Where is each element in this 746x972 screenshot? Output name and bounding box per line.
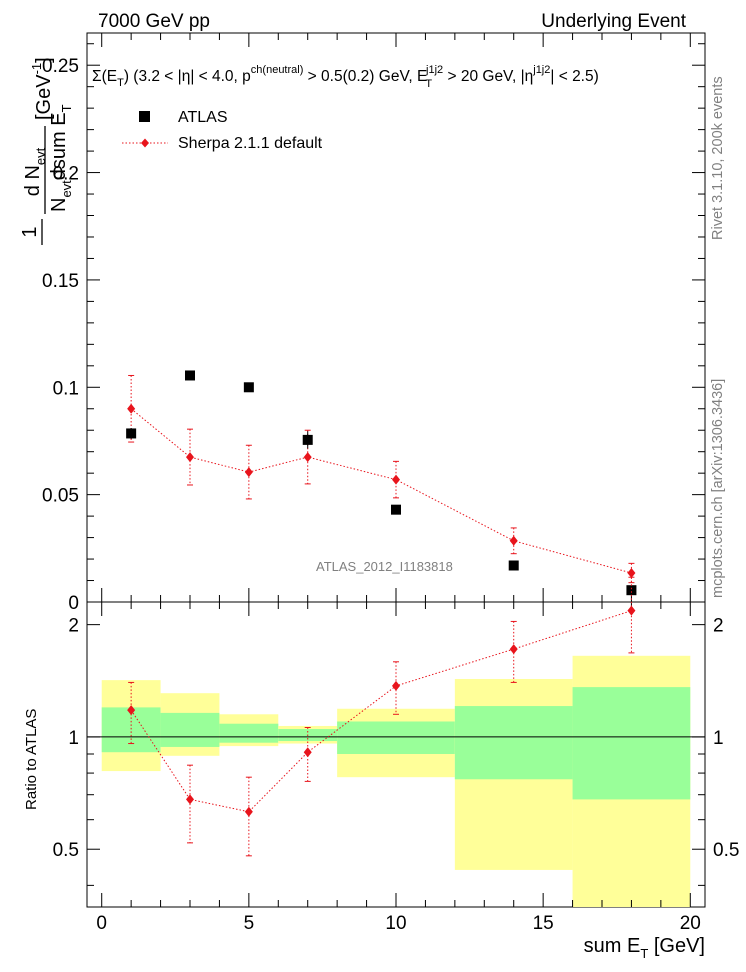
rivet-label: Rivet 3.1.10, 200k events [710, 76, 726, 240]
main-ytick-label: 0 [68, 593, 79, 614]
main-ylabel: 1 d Nevt Nevtdsum ET [GeV-1] [19, 57, 74, 245]
ratio-uncertainty-bands [87, 655, 705, 907]
atlas-point [508, 560, 519, 571]
sherpa-point [127, 403, 136, 414]
sherpa-point [186, 452, 194, 463]
legend-sherpa-label: Sherpa 2.1.1 default [178, 135, 323, 152]
ratio-ylabel: Ratio to ATLAS [23, 709, 40, 810]
xtick-label: 5 [244, 913, 255, 934]
ratio-ytick-label-right: 2 [713, 616, 724, 637]
xtick-label: 0 [96, 913, 107, 934]
legend-atlas-marker [139, 111, 150, 122]
header-right: Underlying Event [541, 11, 686, 32]
main-ytick-label: 0.1 [53, 378, 79, 399]
main-ytick-label: 0.05 [42, 486, 79, 507]
band-stat-6 [572, 687, 691, 800]
atlas-point [302, 434, 313, 445]
svg-text:Nevtdsum ET: Nevtdsum ET [48, 104, 74, 212]
atlas-point [391, 504, 401, 515]
main-ytick-label: 0.25 [42, 56, 79, 77]
sherpa-point [392, 474, 400, 485]
atlas-point [243, 382, 254, 393]
svg-text:[GeV-1]: [GeV-1] [29, 57, 55, 120]
atlas-point [126, 428, 137, 439]
sherpa-point [509, 535, 518, 546]
ratio-point [392, 680, 400, 691]
svg-text:1: 1 [19, 226, 41, 237]
band-stat-5 [454, 706, 573, 780]
plot-title: Σ(ET) (3.2 < |η| < 4.0, pch(neutral) > 0… [92, 64, 599, 90]
band-stat-4 [337, 721, 455, 754]
mcplots-label: mcplots.cern.ch [arXiv:1306.3436] [710, 379, 726, 598]
ratio-point [303, 747, 312, 758]
ratio-axis-ticks: 0.5 0.51 12 20 5 10 15 20 [53, 602, 739, 934]
sherpa-point [303, 452, 312, 463]
ratio-point [244, 806, 253, 817]
sherpa-point [244, 467, 253, 478]
ratio-ytick-label-left: 1 [68, 728, 79, 749]
analysis-id: ATLAS_2012_I1183818 [316, 559, 453, 574]
header-left: 7000 GeV pp [98, 11, 210, 32]
sherpa-line [130, 408, 632, 574]
ratio-point [127, 705, 136, 716]
atlas-point [185, 370, 195, 381]
ratio-ytick-label-left: 0.5 [53, 840, 79, 861]
main-ytick-label: 0.2 [53, 164, 79, 185]
xtick-label: 20 [680, 913, 701, 934]
ratio-ytick-label-left: 2 [68, 616, 79, 637]
sherpa-point [627, 568, 636, 579]
ratio-data-marks [127, 576, 636, 857]
xlabel: sum ET [GeV] [584, 935, 705, 961]
main-axis-ticks: 0 0.05 0.1 0.15 0.2 0.25 [42, 33, 705, 614]
ratio-point [186, 794, 194, 805]
xtick-label: 10 [385, 913, 406, 934]
ratio-point [627, 605, 636, 616]
band-stat-1 [160, 712, 220, 747]
ratio-ytick-label-right: 1 [713, 728, 724, 749]
band-stat-2 [219, 723, 279, 743]
main-ytick-label: 0.15 [42, 271, 79, 292]
main-data-marks [126, 370, 637, 596]
xtick-label: 15 [533, 913, 554, 934]
svg-text:d Nevt: d Nevt [22, 147, 48, 196]
legend-sherpa-marker [141, 138, 149, 148]
ratio-point [509, 644, 518, 655]
legend-atlas-label: ATLAS [178, 109, 228, 126]
atlas-point [626, 585, 637, 596]
ratio-ytick-label-right: 0.5 [713, 840, 739, 861]
